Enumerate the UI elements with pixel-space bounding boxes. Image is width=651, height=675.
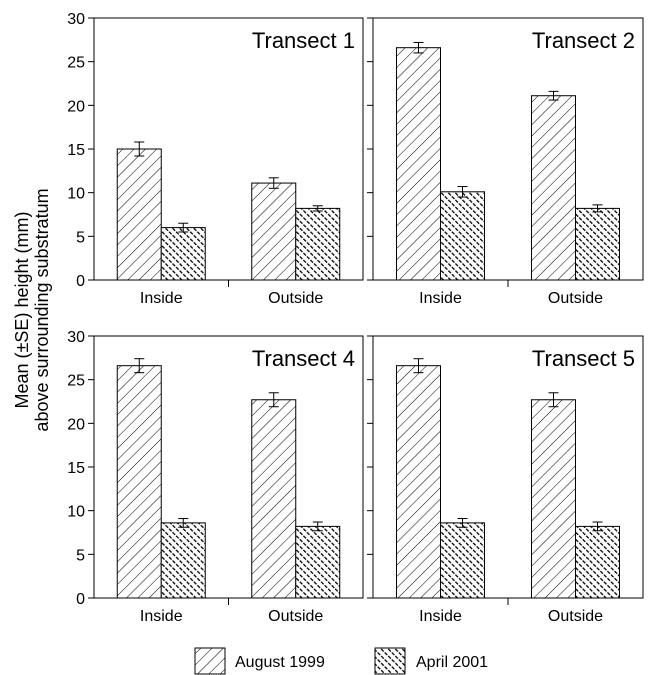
error-bar-august-1999-outside <box>548 392 559 408</box>
panel-title: Transect 2 <box>532 28 635 53</box>
error-bar-august-1999-outside <box>548 90 559 101</box>
y-tick-label: 30 <box>67 11 85 28</box>
y-tick-label: 20 <box>67 98 85 115</box>
x-tick-label-outside: Outside <box>268 608 323 625</box>
panels: 0 5 10 15 20 25 30 Inside Outside Transect 1 Insid… <box>67 11 644 625</box>
bar-august-1999-inside <box>116 148 162 281</box>
y-tick-label: 10 <box>67 504 85 521</box>
y-tick-label: 0 <box>76 273 85 290</box>
x-tick-label-inside: Inside <box>140 290 183 307</box>
bar-april-2001-inside <box>160 522 206 599</box>
bar-august-1999-outside <box>251 182 297 281</box>
y-tick-label: 0 <box>76 591 85 608</box>
error-bar-august-1999-outside <box>268 392 279 408</box>
x-tick-label-outside: Outside <box>548 290 603 307</box>
panel-transect-5: Inside Outside Transect 5 <box>367 335 644 625</box>
x-tick-label-inside: Inside <box>140 608 183 625</box>
bar-april-2001-outside <box>575 525 620 599</box>
panel-title: Transect 1 <box>252 28 355 53</box>
bar-august-1999-outside <box>531 95 576 281</box>
y-tick-label: 15 <box>67 460 85 477</box>
y-tick-label: 25 <box>67 55 85 72</box>
legend-label-april-2001: April 2001 <box>416 654 488 671</box>
panel-transect-1: 0 5 10 15 20 25 30 Inside Outside Transect 1 <box>67 11 364 307</box>
y-tick-label: 5 <box>76 229 85 246</box>
panel-transect-4: 0 5 10 15 20 25 30 Inside Outside Transect 4 <box>67 329 364 625</box>
legend-swatch-august-1999 <box>194 647 226 675</box>
error-bar-april-2001-outside <box>592 204 603 213</box>
error-bar-august-1999-inside <box>134 141 145 157</box>
y-tick-label: 25 <box>67 373 85 390</box>
bar-august-1999-outside <box>251 399 297 599</box>
legend-label-august-1999: August 1999 <box>235 654 325 671</box>
legend: August 1999 April 2001 <box>194 647 488 675</box>
bar-august-1999-inside <box>116 365 162 599</box>
bar-august-1999-outside <box>531 399 576 599</box>
error-bar-april-2001-outside <box>592 521 603 532</box>
bar-august-1999-inside <box>396 47 441 281</box>
error-bar-august-1999-inside <box>134 358 145 374</box>
bar-april-2001-inside <box>440 522 485 599</box>
x-tick-label-outside: Outside <box>548 608 603 625</box>
error-bar-august-1999-outside <box>268 177 279 189</box>
y-axis-label: Mean (±SE) height (mm) <box>12 212 32 409</box>
error-bar-august-1999-inside <box>413 41 424 54</box>
error-bar-april-2001-outside <box>312 521 323 532</box>
panel-title: Transect 5 <box>532 346 635 371</box>
bar-april-2001-inside <box>440 191 485 281</box>
y-tick-label: 20 <box>67 416 85 433</box>
bar-april-2001-inside <box>160 227 206 281</box>
error-bar-april-2001-outside <box>312 205 323 212</box>
y-tick-label: 15 <box>67 142 85 159</box>
y-tick-label: 5 <box>76 547 85 564</box>
error-bar-april-2001-inside <box>457 518 468 528</box>
panel-transect-2: Inside Outside Transect 2 <box>367 17 644 307</box>
bar-april-2001-outside <box>295 525 341 599</box>
bar-august-1999-inside <box>396 365 441 599</box>
x-tick-label-outside: Outside <box>268 290 323 307</box>
bar-april-2001-outside <box>295 207 341 281</box>
panel-title: Transect 4 <box>252 346 355 371</box>
error-bar-august-1999-inside <box>413 358 424 374</box>
y-tick-label: 10 <box>67 186 85 203</box>
error-bar-april-2001-inside <box>178 222 189 233</box>
bar-april-2001-outside <box>575 207 620 281</box>
y-tick-label: 30 <box>67 329 85 346</box>
error-bar-april-2001-inside <box>178 518 189 528</box>
y-axis-label-line2: above surrounding substratum <box>32 188 52 431</box>
x-tick-label-inside: Inside <box>419 290 462 307</box>
error-bar-april-2001-inside <box>457 186 468 198</box>
x-tick-label-inside: Inside <box>419 608 462 625</box>
legend-swatch-april-2001 <box>374 647 406 675</box>
